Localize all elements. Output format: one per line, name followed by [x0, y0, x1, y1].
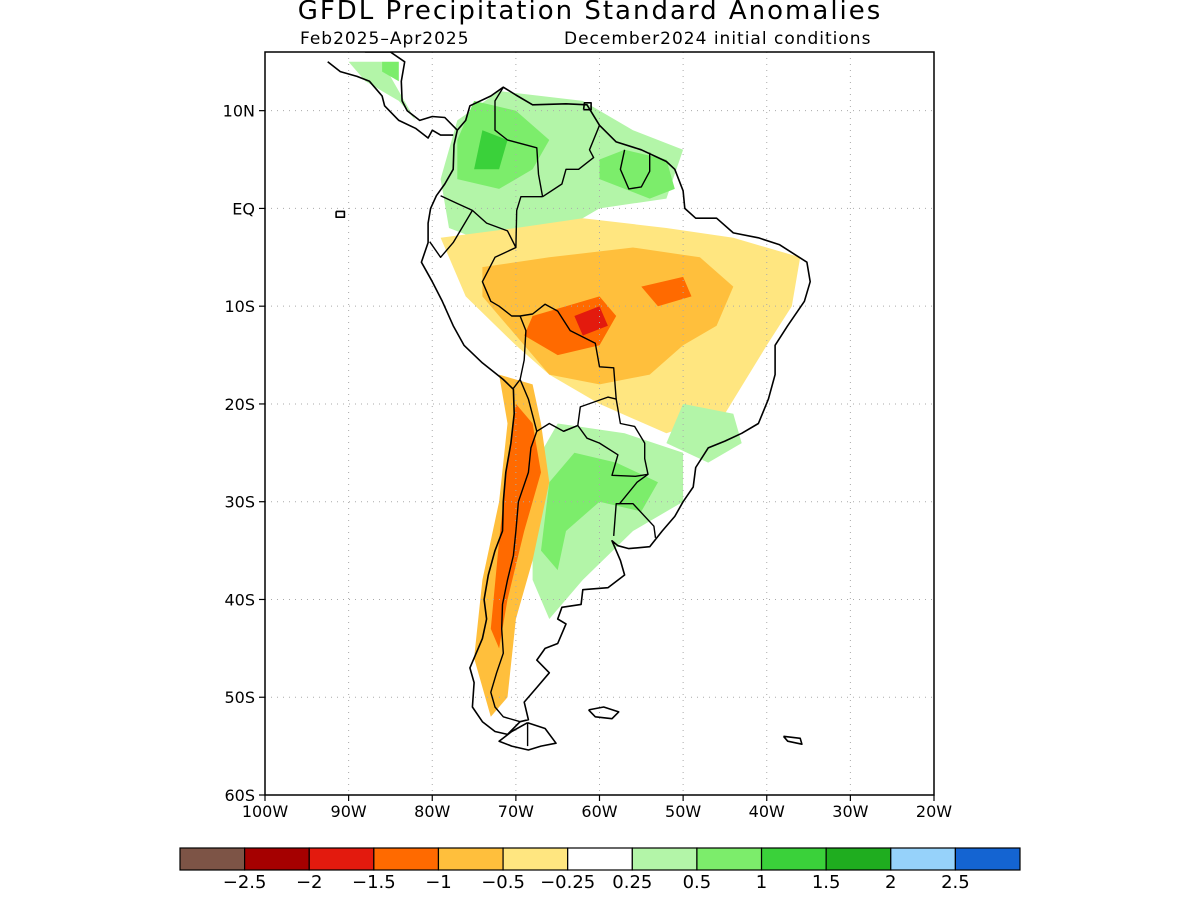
falkland-islands [588, 706, 620, 720]
lon-tick-label: 100W [242, 802, 289, 821]
border-paraguay [577, 398, 649, 477]
south-georgia [782, 735, 803, 746]
colorbar-swatch [696, 847, 763, 871]
lat-tick-label: 10N [223, 102, 255, 121]
border-guianas [619, 149, 651, 190]
anomaly-region-brazil-dry [641, 276, 692, 307]
lat-tick-label: 60S [224, 786, 255, 805]
galapagos [335, 210, 346, 218]
colorbar-swatch [954, 847, 1021, 871]
central-america-coast [364, 52, 458, 131]
lat-tick-label: 20S [224, 395, 255, 414]
colorbar-swatch [308, 847, 375, 871]
central-america-pacific [327, 61, 454, 139]
colorbar-swatch [631, 847, 698, 871]
lat-tick-label: 10S [224, 297, 255, 316]
lon-tick-label: 60W [581, 802, 617, 821]
border-uruguay-brazil [616, 503, 657, 538]
lon-tick-label: 90W [331, 802, 367, 821]
colorbar-label: 1 [756, 872, 767, 893]
colorbar-swatch [244, 847, 310, 871]
colorbar-swatch [760, 847, 827, 871]
colorbar-label: −2.5 [223, 872, 267, 893]
anomaly-region-central-america [348, 61, 416, 121]
trinidad [582, 102, 592, 111]
border-argentina-brazil [613, 473, 649, 536]
lon-tick-label: 30W [832, 802, 868, 821]
border-peru-chile [512, 379, 521, 389]
lon-tick-label: 20W [916, 802, 952, 821]
anomaly-region-southeast-wet-core [541, 452, 658, 571]
forecast-period: Feb2025–Apr2025 [300, 29, 470, 49]
colorbar-label: 0.5 [683, 872, 712, 893]
latitude-axis: 10N EQ 10S 20S 30S 40S 50S 60S [223, 102, 265, 805]
border-colombia-venezuela [494, 86, 544, 197]
colorbar-label: −0.5 [481, 872, 525, 893]
border-colombia-peru-ecuador [440, 195, 543, 249]
lat-tick-label: 50S [224, 688, 255, 707]
anomaly-region-guiana-wet [599, 149, 675, 199]
anomaly-region-central-america-core [382, 61, 399, 82]
border-bolivia [519, 303, 617, 432]
coastlines [327, 52, 812, 751]
lat-tick-label: EQ [232, 199, 255, 218]
border-peru-brazil [481, 246, 521, 317]
south-america-coast [420, 86, 812, 736]
colorbar-swatch [502, 847, 569, 871]
anomaly-region-brazil-east-wet [666, 403, 742, 463]
initial-conditions: December2024 initial conditions [564, 29, 872, 49]
longitude-axis: 100W 90W 80W 70W 60W 50W 40W 30W 20W [242, 795, 952, 821]
colorbar-label: −0.25 [540, 872, 595, 893]
colorbar-swatch [567, 847, 633, 871]
colorbar-label: 2.5 [941, 872, 970, 893]
anomaly-shading [348, 61, 801, 717]
lon-tick-label: 40W [749, 802, 785, 821]
colorbar-swatch [437, 847, 504, 871]
lat-tick-label: 30S [224, 493, 255, 512]
tierra-del-fuego [498, 721, 557, 751]
border-chile-argentina [490, 431, 538, 723]
colorbar-label: −2 [296, 872, 323, 893]
border-ecuador-peru [429, 210, 474, 258]
border-venezuela-guyana [542, 125, 601, 198]
lat-tick-label: 40S [224, 590, 255, 609]
colorbar-label: 1.5 [812, 872, 841, 893]
colorbar-label: 2 [885, 872, 896, 893]
colorbar-swatch [825, 847, 892, 871]
map-title: GFDL Precipitation Standard Anomalies [297, 0, 883, 26]
lon-tick-label: 80W [414, 802, 450, 821]
colorbar-swatch [373, 847, 440, 871]
border-argentina-north [563, 424, 579, 432]
colorbar: −2.5 −2 −1.5 −1 −0.5 −0.25 0.25 0.5 1 1.5 2 2.5 [179, 847, 1021, 893]
colorbar-label: −1.5 [352, 872, 396, 893]
anomaly-region-colombia-strong-core [474, 130, 508, 170]
colorbar-label: −1 [425, 872, 452, 893]
colorbar-swatch [890, 847, 956, 871]
lon-tick-label: 70W [498, 802, 534, 821]
colorbar-label: 0.25 [612, 872, 652, 893]
colorbar-swatch [179, 847, 246, 871]
lon-tick-label: 50W [665, 802, 701, 821]
